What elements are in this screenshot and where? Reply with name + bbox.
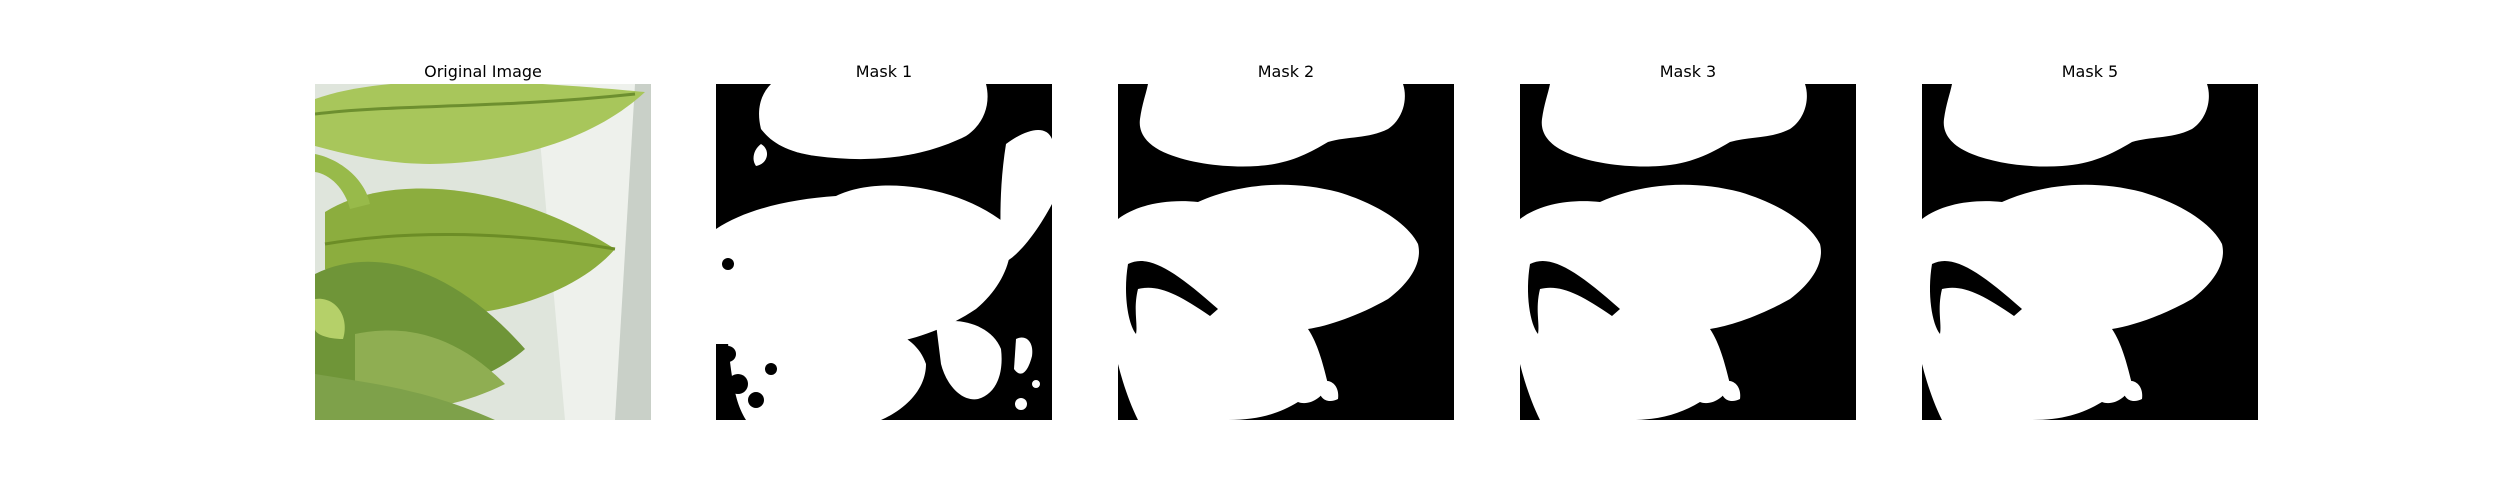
mask-3-panel: Mask 3 bbox=[1520, 60, 1856, 84]
mask-1-panel: Mask 1 bbox=[716, 60, 1052, 84]
panel-title-original-image: Original Image bbox=[315, 60, 651, 84]
panel-title-mask-3: Mask 3 bbox=[1520, 60, 1856, 84]
original-image-panel: Original Image bbox=[315, 60, 651, 84]
mask-2-panel: Mask 2 bbox=[1118, 60, 1454, 84]
mask-5-panel: Mask 5 bbox=[1922, 60, 2258, 84]
mask-5-image bbox=[1922, 84, 2258, 420]
mask-3-image bbox=[1520, 84, 1856, 420]
panel-title-mask-5: Mask 5 bbox=[1922, 60, 2258, 84]
mask-2-image bbox=[1118, 84, 1454, 420]
panel-title-mask-2: Mask 2 bbox=[1118, 60, 1454, 84]
mask-1-image bbox=[716, 84, 1052, 420]
original-image bbox=[315, 84, 651, 420]
panel-title-mask-1: Mask 1 bbox=[716, 60, 1052, 84]
